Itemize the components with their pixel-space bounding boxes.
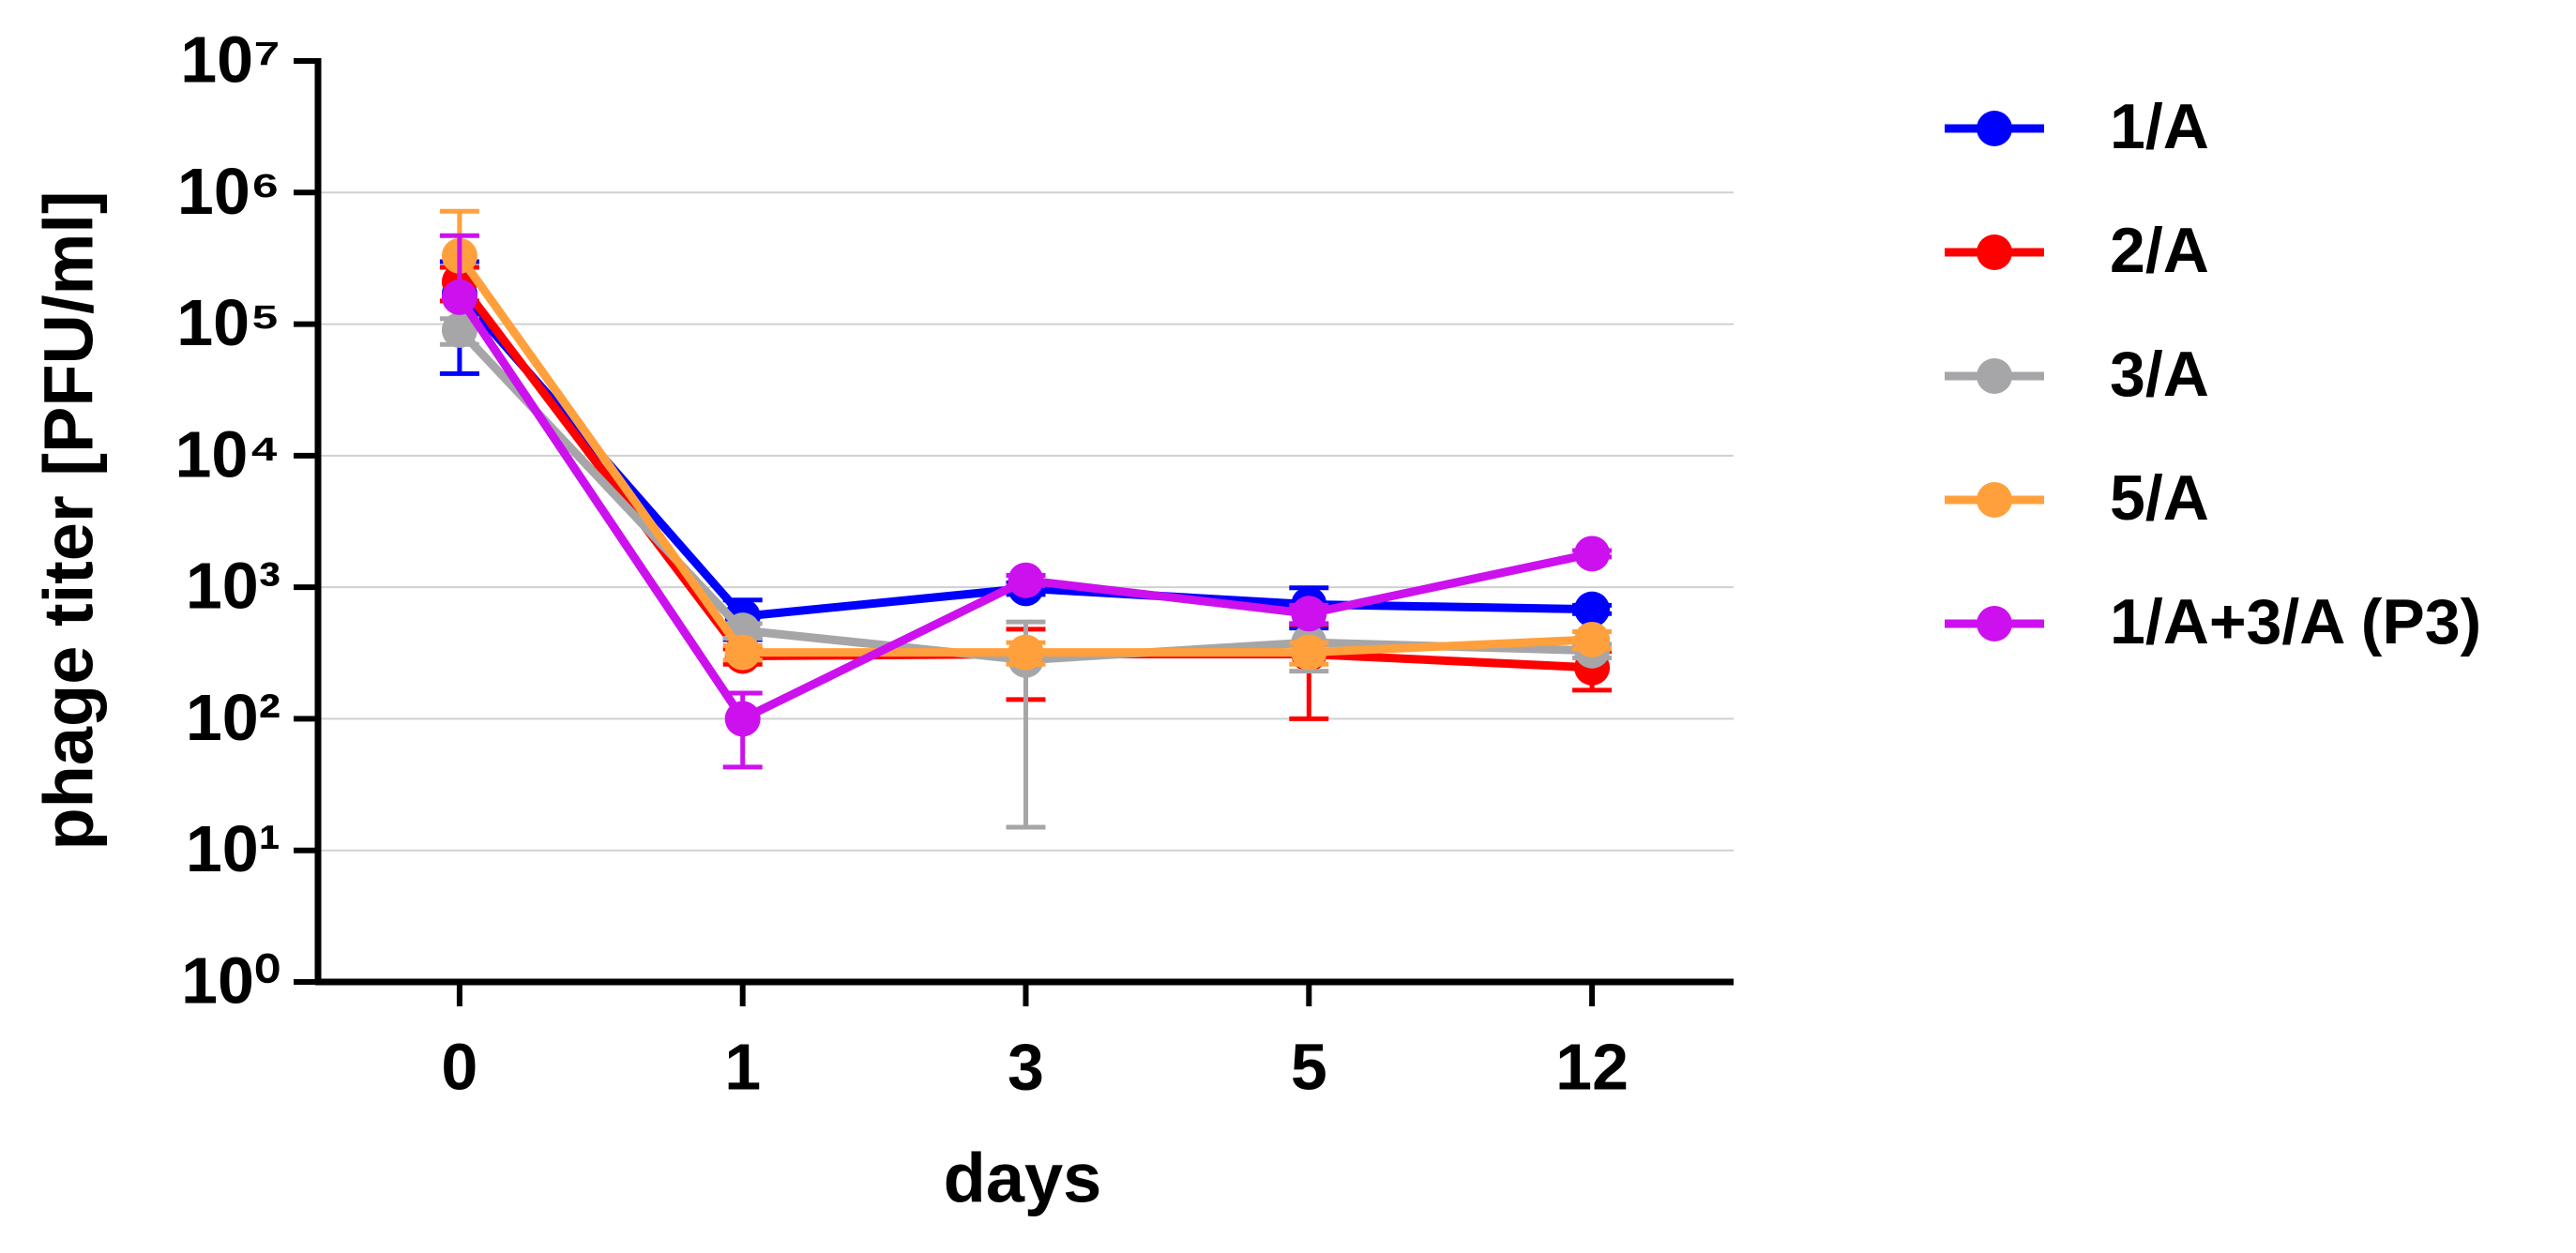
y-tick-label: 10³ — [186, 550, 280, 623]
legend-label: 5/A — [2110, 462, 2209, 534]
x-tick-label: 12 — [1555, 1030, 1629, 1103]
marker — [441, 311, 477, 348]
x-tick-label: 3 — [1008, 1030, 1044, 1103]
legend-label: 1/A — [2110, 91, 2209, 162]
x-tick-label: 5 — [1291, 1030, 1327, 1103]
legend-marker — [1977, 482, 2012, 518]
legend-marker — [1977, 358, 2012, 394]
marker — [724, 634, 761, 671]
y-tick-label: 10⁶ — [177, 155, 280, 228]
marker — [1008, 634, 1044, 671]
y-tick-label: 10⁵ — [176, 286, 280, 359]
series — [439, 233, 1613, 770]
y-tick-label: 10⁰ — [181, 944, 280, 1017]
y-axis-label: phage titer [PFU/ml] — [30, 190, 108, 850]
x-tick-label: 1 — [724, 1030, 761, 1103]
marker — [1574, 621, 1611, 657]
marker — [1008, 562, 1044, 598]
legend-marker — [1977, 111, 2012, 146]
marker — [1574, 536, 1611, 572]
marker — [441, 279, 477, 315]
y-tick-label: 10¹ — [186, 812, 280, 885]
legend-label: 2/A — [2110, 215, 2209, 286]
x-axis-label: days — [944, 1140, 1102, 1217]
marker — [1291, 596, 1327, 632]
marker — [1291, 634, 1327, 671]
y-tick-label: 10⁴ — [175, 417, 281, 491]
x-tick-label: 0 — [441, 1030, 477, 1103]
legend-label: 1/A+3/A (P3) — [2110, 586, 2481, 657]
y-tick-label: 10² — [186, 681, 280, 754]
marker — [724, 701, 761, 737]
legend-label: 3/A — [2110, 339, 2209, 410]
y-tick-label: 10⁷ — [180, 23, 280, 96]
legend-marker — [1977, 606, 2012, 642]
marker — [1574, 591, 1611, 627]
legend-marker — [1977, 234, 2012, 270]
